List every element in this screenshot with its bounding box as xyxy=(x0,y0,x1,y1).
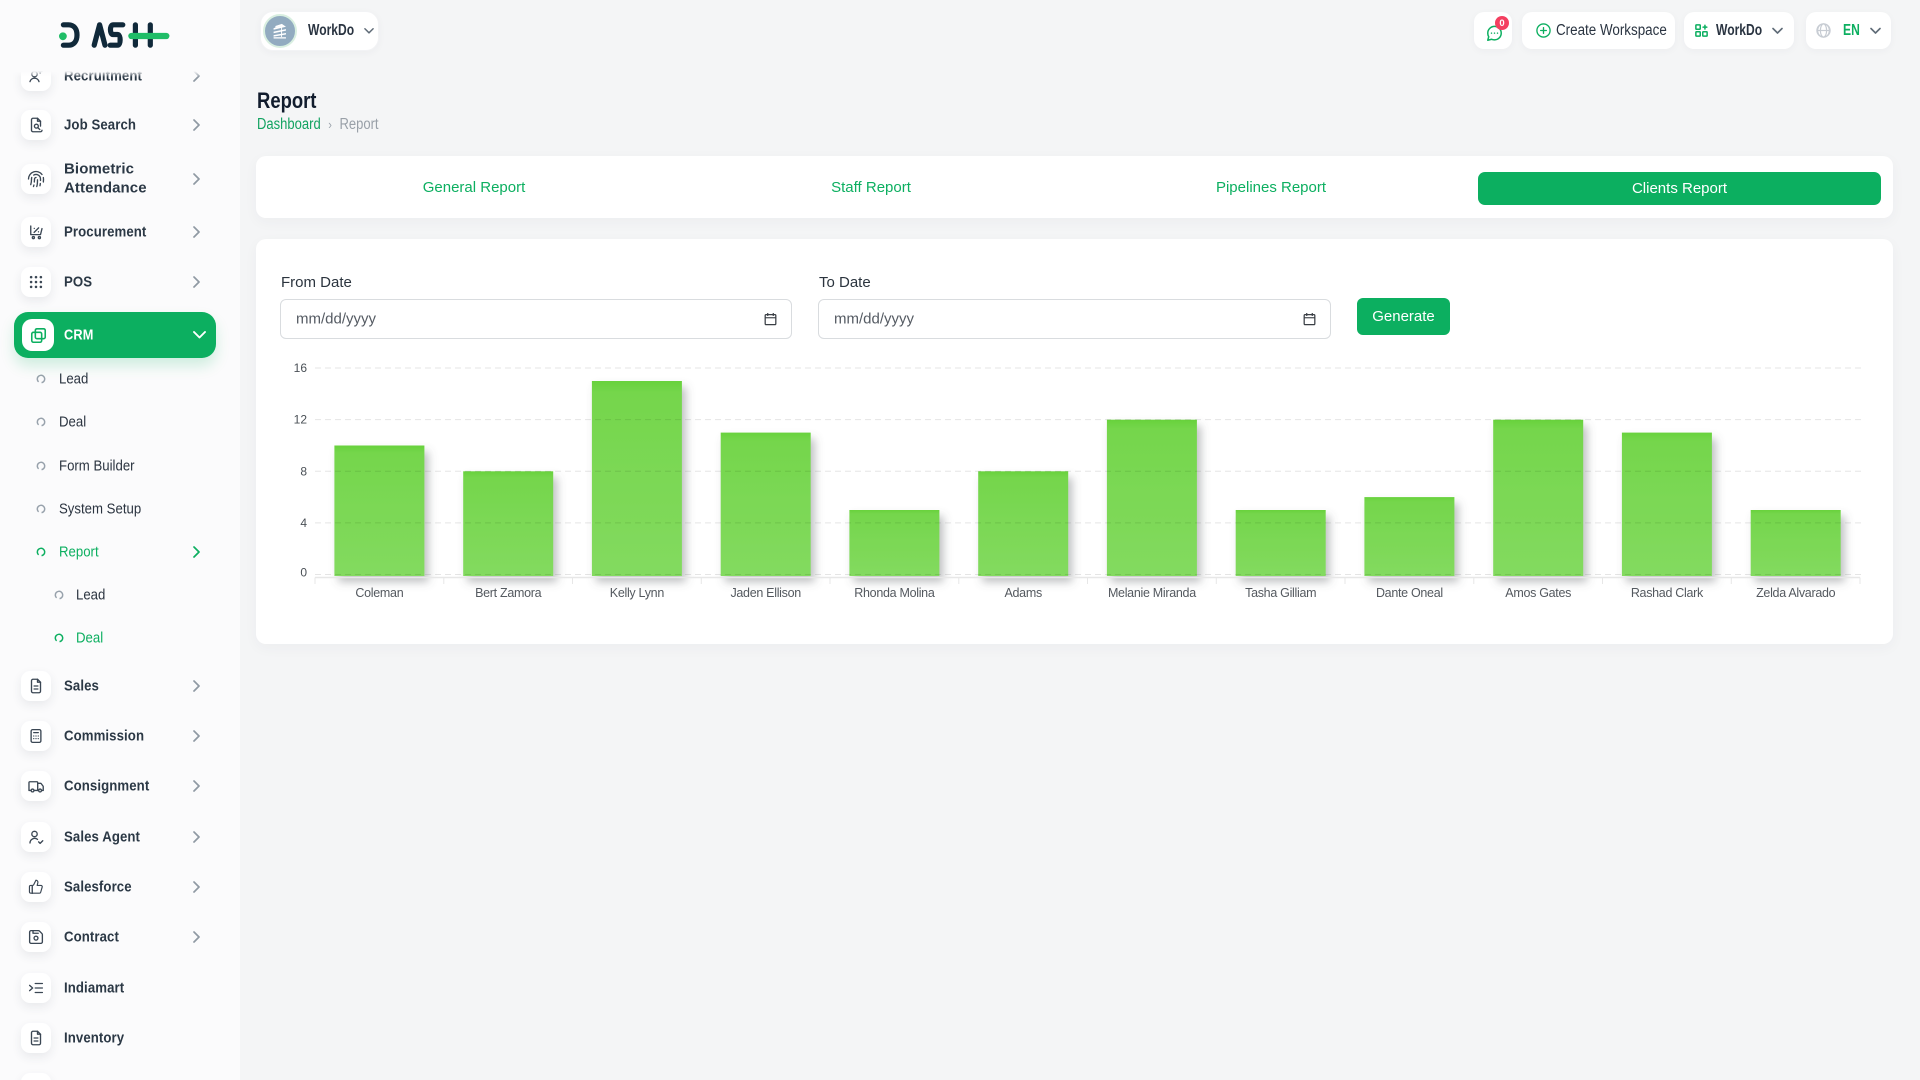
svg-text:4: 4 xyxy=(300,516,307,530)
svg-text:Kelly Lynn: Kelly Lynn xyxy=(610,586,665,600)
svg-text:Tasha Gilliam: Tasha Gilliam xyxy=(1245,586,1316,600)
svg-text:Melanie Miranda: Melanie Miranda xyxy=(1108,586,1196,600)
svg-text:Rashad Clark: Rashad Clark xyxy=(1631,586,1704,600)
svg-text:16: 16 xyxy=(294,361,308,375)
svg-text:Jaden Ellison: Jaden Ellison xyxy=(730,586,801,600)
svg-text:Bert Zamora: Bert Zamora xyxy=(475,586,542,600)
svg-text:Amos Gates: Amos Gates xyxy=(1505,586,1571,600)
svg-text:Rhonda Molina: Rhonda Molina xyxy=(854,586,935,600)
svg-text:12: 12 xyxy=(294,413,308,427)
svg-text:8: 8 xyxy=(300,464,307,478)
svg-text:Adams: Adams xyxy=(1004,586,1041,600)
svg-text:Zelda Alvarado: Zelda Alvarado xyxy=(1756,586,1836,600)
svg-text:0: 0 xyxy=(300,566,307,580)
svg-text:Dante Oneal: Dante Oneal xyxy=(1376,586,1443,600)
svg-text:Coleman: Coleman xyxy=(355,586,403,600)
